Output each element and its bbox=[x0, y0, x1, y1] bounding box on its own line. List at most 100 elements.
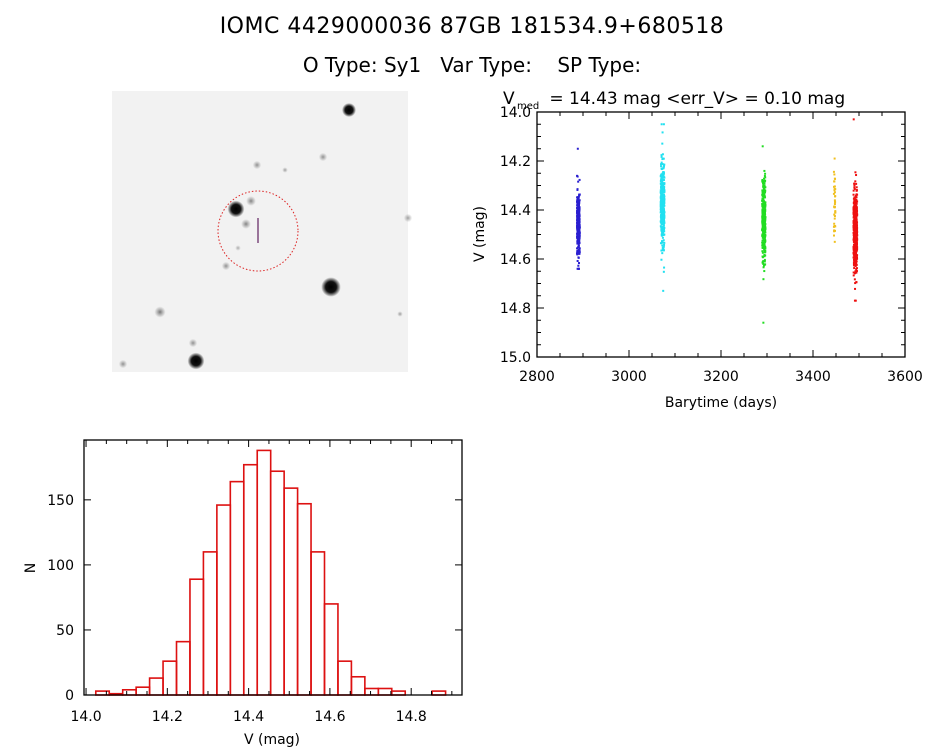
lc-point-season-2 bbox=[662, 199, 665, 202]
lc-point-season-5 bbox=[852, 206, 855, 209]
lc-point-season-3 bbox=[762, 262, 765, 265]
lc-point-season-2 bbox=[662, 234, 665, 237]
star bbox=[342, 103, 356, 117]
lc-point-season-2 bbox=[662, 223, 665, 226]
lc-point-season-5 bbox=[853, 267, 856, 270]
hist-bar bbox=[229, 480, 245, 696]
lc-point-season-5 bbox=[852, 264, 855, 267]
lc-point-season-5 bbox=[855, 240, 858, 243]
lc-point-season-1 bbox=[578, 230, 581, 233]
lc-point-season-1 bbox=[577, 245, 580, 248]
lc-point-season-2 bbox=[662, 214, 665, 217]
lc-point-season-2 bbox=[661, 246, 664, 249]
lc-point-season-1 bbox=[577, 203, 580, 206]
lc-point-season-3 bbox=[763, 270, 766, 273]
lc-point-season-2 bbox=[661, 196, 664, 199]
lc-point-season-5 bbox=[854, 252, 857, 255]
lc-point-season-2 bbox=[660, 155, 663, 158]
lc-point-season-3 bbox=[762, 200, 765, 203]
star bbox=[321, 277, 341, 297]
lc-point-season-3 bbox=[763, 260, 766, 263]
lc-point-season-3 bbox=[761, 145, 764, 148]
lc-point-season-4 bbox=[833, 189, 836, 192]
lc-point-season-5 bbox=[852, 237, 855, 240]
lc-point-season-4 bbox=[832, 234, 835, 237]
lc-point-season-3 bbox=[763, 207, 766, 210]
lc-point-season-3 bbox=[763, 182, 766, 185]
lc-point-season-5 bbox=[855, 271, 858, 274]
hist-bar bbox=[296, 502, 312, 696]
lc-point-season-3 bbox=[763, 227, 766, 230]
lc-point-season-5 bbox=[855, 228, 858, 231]
lc-point-season-5 bbox=[853, 187, 856, 190]
lc-point-season-5 bbox=[852, 234, 855, 237]
lc-point-season-1 bbox=[576, 253, 579, 256]
lc-ylabel: V (mag) bbox=[472, 206, 488, 262]
lc-point-season-2 bbox=[662, 194, 665, 197]
lc-point-season-3 bbox=[761, 221, 764, 224]
lc-point-season-4 bbox=[833, 217, 836, 220]
lc-point-season-1 bbox=[578, 224, 581, 227]
lc-point-season-5 bbox=[854, 180, 857, 183]
lc-point-season-5 bbox=[852, 189, 855, 192]
lc-point-season-2 bbox=[662, 172, 665, 175]
hist-bar bbox=[202, 551, 218, 696]
lc-point-season-2 bbox=[661, 252, 664, 255]
lc-point-season-5 bbox=[853, 257, 856, 260]
lc-point-season-1 bbox=[577, 244, 580, 247]
lc-point-season-3 bbox=[763, 245, 766, 248]
lc-point-season-2 bbox=[661, 219, 664, 222]
lc-point-season-2 bbox=[661, 203, 664, 206]
lc-point-season-5 bbox=[853, 209, 856, 212]
lc-point-season-5 bbox=[854, 233, 857, 236]
lc-point-season-2 bbox=[660, 210, 663, 213]
lc-point-season-5 bbox=[854, 200, 857, 203]
lc-point-season-4 bbox=[833, 240, 836, 243]
lc-point-season-3 bbox=[761, 194, 764, 197]
lc-frame bbox=[536, 111, 906, 358]
lc-point-season-3 bbox=[763, 211, 766, 214]
hist-ylabel: N bbox=[23, 563, 39, 573]
lc-point-season-3 bbox=[763, 188, 766, 191]
lc-point-season-2 bbox=[661, 244, 664, 247]
lc-point-season-3 bbox=[762, 183, 765, 186]
lc-point-season-5 bbox=[855, 186, 858, 189]
lc-point-season-4 bbox=[833, 203, 836, 206]
lc-point-season-2 bbox=[662, 208, 665, 211]
lc-point-season-5 bbox=[855, 246, 858, 249]
lc-point-season-1 bbox=[576, 147, 579, 150]
lc-xtick-label: 2800 bbox=[519, 369, 555, 385]
hist-bar bbox=[350, 675, 366, 696]
lc-point-season-1 bbox=[577, 205, 580, 208]
hist-bar bbox=[323, 603, 339, 696]
lc-point-season-5 bbox=[854, 221, 857, 224]
lc-point-season-2 bbox=[662, 191, 665, 194]
lc-point-season-5 bbox=[854, 223, 857, 226]
lc-point-season-5 bbox=[854, 251, 857, 254]
lc-point-season-3 bbox=[761, 239, 764, 242]
lc-point-season-2 bbox=[663, 191, 666, 194]
lc-point-season-1 bbox=[576, 174, 579, 177]
lc-point-season-2 bbox=[661, 183, 664, 186]
lc-point-season-1 bbox=[577, 239, 580, 242]
lc-point-season-5 bbox=[853, 250, 856, 253]
lc-point-season-3 bbox=[762, 266, 765, 269]
lc-point-season-4 bbox=[832, 192, 835, 195]
lc-point-season-1 bbox=[577, 242, 580, 245]
lc-point-season-3 bbox=[761, 250, 764, 253]
lc-point-season-3 bbox=[762, 225, 765, 228]
lc-point-season-5 bbox=[855, 219, 858, 222]
lc-point-season-2 bbox=[661, 131, 664, 134]
hist-xtick-label: 14.8 bbox=[396, 709, 427, 725]
lc-title-v: V bbox=[503, 89, 515, 109]
lc-point-season-1 bbox=[576, 210, 579, 213]
lc-point-season-1 bbox=[576, 188, 579, 191]
lc-point-season-2 bbox=[659, 197, 662, 200]
lc-point-season-2 bbox=[661, 212, 664, 215]
lc-point-season-3 bbox=[763, 236, 766, 239]
lc-point-season-3 bbox=[761, 255, 764, 258]
lc-ytick-label: 14.6 bbox=[500, 252, 531, 268]
light-curve-plot: V med = 14.43 mag <err_V> = 0.10 mag 280… bbox=[472, 89, 923, 411]
lc-point-season-2 bbox=[660, 161, 663, 164]
lc-point-season-2 bbox=[663, 266, 666, 269]
